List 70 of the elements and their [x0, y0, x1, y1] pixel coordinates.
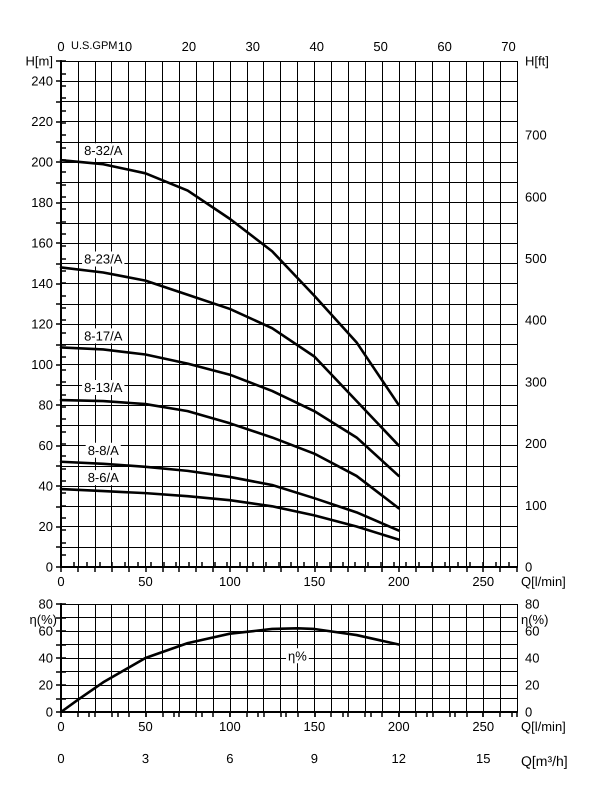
y2-axis-title: η(%) — [521, 612, 548, 627]
x2-axis-title: U.S.GPM — [71, 40, 118, 52]
x2-tick-label: 30 — [246, 39, 260, 54]
x2-tick-label: 12 — [392, 751, 406, 766]
y-tick-label: 140 — [31, 276, 53, 292]
y-tick-label: 100 — [31, 357, 53, 372]
y-axis-title: η(%) — [30, 612, 57, 627]
y-tick-label: 40 — [38, 650, 53, 666]
x-tick-label: 100 — [219, 719, 241, 734]
y-tick-label: 80 — [38, 596, 53, 612]
x2-tick-label: 10 — [118, 39, 132, 54]
x-tick-label: 150 — [303, 574, 326, 589]
x2-tick-label: 50 — [373, 39, 388, 54]
y2-tick-label: 40 — [525, 650, 540, 666]
y2-tick-label: 200 — [525, 436, 547, 452]
y-tick-label: 20 — [38, 678, 53, 692]
series-label: η% — [288, 648, 308, 664]
x-tick-label: 0 — [57, 574, 65, 589]
y2-tick-label: 80 — [525, 596, 540, 612]
x-axis-title: Q[l/min] — [521, 719, 566, 734]
x-tick-label: 250 — [472, 719, 494, 734]
series-label: 8-17/A — [84, 328, 123, 344]
series-label: 8-13/A — [84, 380, 123, 396]
x-axis-title: Q[l/min] — [521, 574, 566, 589]
y2-tick-label: 100 — [525, 498, 547, 513]
series-label: 8-32/A — [84, 143, 123, 158]
y2-tick-label: 0 — [525, 704, 532, 720]
x-tick-label: 50 — [138, 574, 153, 589]
y-tick-label: 180 — [31, 195, 53, 210]
y-tick-label: 240 — [31, 74, 53, 89]
y2-tick-label: 0 — [525, 560, 532, 574]
series-label: 8-8/A — [88, 442, 120, 458]
x2-tick-label: 40 — [309, 39, 324, 54]
x-tick-label: 150 — [303, 719, 326, 734]
x-tick-label: 50 — [138, 719, 153, 734]
x2-tick-label: 9 — [310, 751, 318, 766]
x2-tick-label: 15 — [476, 751, 490, 766]
x2-tick-label: 20 — [182, 39, 196, 54]
y-tick-label: 0 — [46, 560, 53, 574]
x-tick-label: 200 — [388, 719, 410, 734]
y-tick-label: 160 — [31, 236, 53, 251]
x2-axis-title: Q[m³/h] — [521, 753, 568, 769]
series-label: 8-23/A — [84, 252, 123, 267]
y-tick-label: 40 — [38, 478, 53, 494]
y-tick-label: 120 — [31, 316, 53, 332]
y-tick-label: 0 — [46, 704, 53, 720]
x-tick-label: 250 — [472, 574, 494, 589]
y2-tick-label: 500 — [525, 251, 547, 266]
y-tick-label: 220 — [31, 114, 53, 130]
y2-tick-label: 600 — [525, 189, 547, 204]
series-label: 8-6/A — [88, 470, 120, 486]
y2-tick-label: 300 — [525, 374, 547, 390]
y2-tick-label: 20 — [525, 678, 540, 692]
y-tick-label: 60 — [38, 438, 53, 454]
x2-tick-label: 3 — [142, 751, 150, 766]
y2-tick-label: 700 — [525, 128, 547, 143]
x-tick-label: 0 — [57, 719, 65, 734]
y2-axis-title: H[ft] — [525, 54, 549, 68]
x2-tick-label: 60 — [437, 39, 452, 54]
y-tick-label: 80 — [38, 398, 53, 413]
y-tick-label: 20 — [38, 519, 53, 534]
y2-tick-label: 400 — [525, 312, 547, 328]
x2-tick-label: 0 — [57, 751, 65, 766]
x2-tick-label: 6 — [226, 751, 234, 766]
x2-tick-label: 70 — [501, 39, 516, 54]
y-tick-label: 200 — [31, 154, 53, 170]
y-axis-title: H[m] — [26, 54, 53, 68]
x2-tick-label: 0 — [57, 39, 65, 54]
x-tick-label: 100 — [219, 574, 241, 589]
x-tick-label: 200 — [388, 574, 410, 589]
